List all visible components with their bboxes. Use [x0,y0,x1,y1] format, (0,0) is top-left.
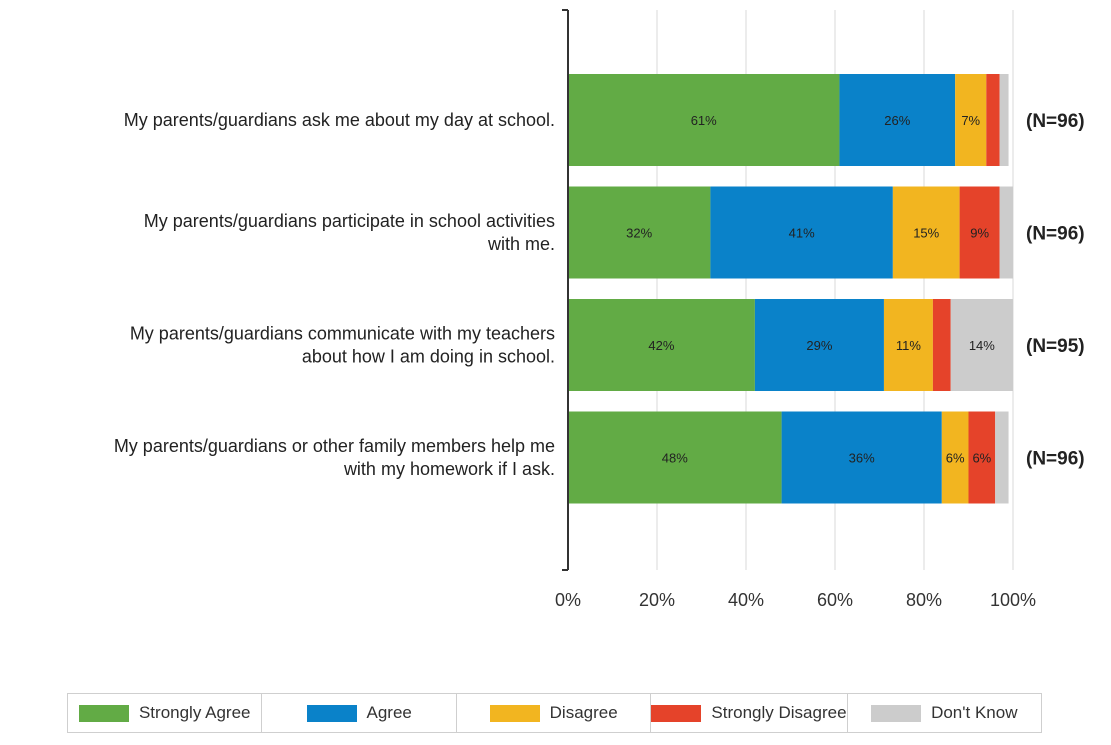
stacked-bar-chart: 61% 26% 7% 32% 41% 15% 9% 42% 29% 11% 14% 48% 36% 6% 6… [114,9,1085,610]
legend-swatch [871,704,922,722]
data-label: 42% [648,338,674,353]
data-label: 6% [946,451,965,466]
bar-segment [986,74,1000,166]
legend-swatch [306,704,357,722]
bar-segment [892,186,960,279]
bar-segment [950,299,1013,391]
legend-label: Agree [366,703,412,722]
data-label: 14% [969,338,995,353]
data-label: 11% [896,338,921,353]
data-label: 32% [626,226,652,241]
legend: Strongly Agree Agree Disagree Strongly Disa… [67,693,1042,733]
data-label: 29% [806,338,832,353]
x-tick-label: 0% [555,590,581,610]
category-label: with me. [487,234,555,254]
data-label: 26% [884,113,910,128]
n-label: (N=96) [1026,449,1085,470]
bar-segment [710,186,893,279]
bar-segment [568,74,840,166]
bar-segment [999,74,1009,166]
n-label: (N=96) [1026,111,1085,132]
legend-label: Strongly Agree [138,703,251,722]
legend-item: Don't Know [848,694,1041,732]
legend-swatch [651,704,702,722]
bars: 61% 26% 7% 32% 41% 15% 9% 42% 29% 11% 14% 48% 36% 6% 6… [568,74,1013,504]
data-label: 7% [961,113,980,128]
bar-segment [955,74,987,166]
bar-segment [932,299,951,391]
legend-label: Strongly Disagree [711,703,847,722]
category-label: My parents/guardians participate in scho… [144,211,555,231]
bar-segment [839,74,956,166]
legend-item: Strongly Agree [68,694,263,732]
n-label: (N=96) [1026,224,1085,245]
data-label: 15% [913,226,939,241]
bar-segment [568,299,755,391]
data-label: 61% [691,113,717,128]
bar-segment [781,411,942,504]
bar-segment [568,186,711,279]
bar-segment [568,411,782,504]
bar-segment [959,186,1000,279]
bar-segment [968,411,996,504]
n-label: (N=95) [1026,336,1085,357]
n-labels: (N=96) (N=96) (N=95) (N=96) [1026,111,1085,470]
bar-segment [754,299,884,391]
category-label: My parents/guardians communicate with my… [130,324,555,344]
bar-segment [883,299,933,391]
category-label: with my homework if I ask. [343,459,555,479]
bar-segment [995,411,1009,504]
x-tick-label: 20% [639,590,675,610]
legend-item: Strongly Disagree [651,694,848,732]
legend-label: Disagree [549,703,618,722]
category-label: about how I am doing in school. [302,347,555,367]
data-label: 9% [970,226,989,241]
data-label: 36% [849,451,875,466]
x-tick-label: 100% [990,590,1036,610]
category-labels: My parents/guardians ask me about my day… [114,110,555,479]
legend-swatch [78,704,129,722]
x-tick-label: 60% [817,590,853,610]
x-axis-ticks: 0% 20% 40% 60% 80% 100% [555,590,1036,610]
bar-segment [941,411,969,504]
data-label: 48% [662,451,688,466]
legend-item: Agree [262,694,457,732]
x-tick-label: 40% [728,590,764,610]
legend-item: Disagree [457,694,652,732]
bar-segment [999,186,1013,279]
x-tick-label: 80% [906,590,942,610]
legend-label: Don't Know [931,703,1018,722]
data-label: 41% [789,226,815,241]
legend-swatch [489,704,540,722]
category-label: My parents/guardians ask me about my day… [124,110,555,130]
category-label: My parents/guardians or other family mem… [114,436,555,456]
data-label: 6% [972,451,991,466]
